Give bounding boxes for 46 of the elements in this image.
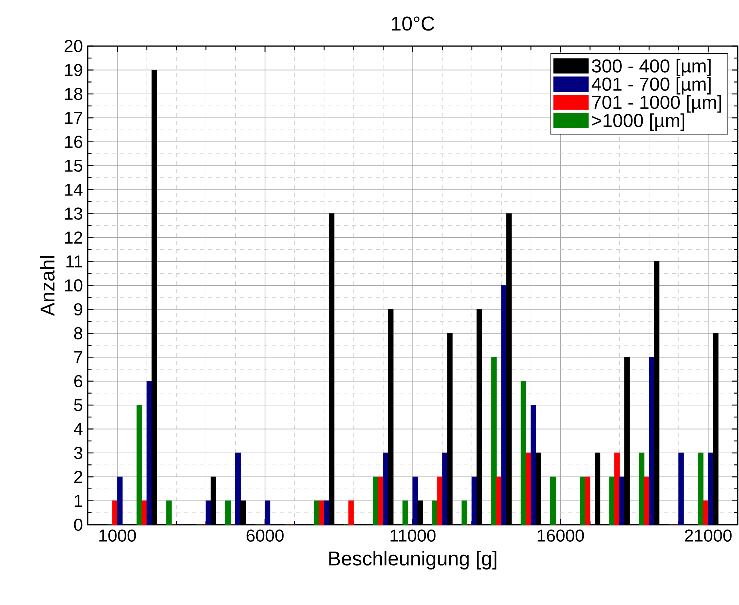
y-tick-label: 17 — [65, 112, 82, 124]
bar — [206, 500, 212, 525]
y-tick-label: 1 — [74, 495, 82, 508]
y-tick-label: 14 — [65, 184, 83, 196]
y-axis-title: Anzahl — [40, 256, 55, 316]
bar — [678, 452, 684, 525]
bar — [620, 476, 626, 525]
y-tick-label: 18 — [65, 88, 83, 100]
y-tick-label: 15 — [65, 160, 83, 172]
bar — [117, 476, 123, 525]
y-tick-label: 12 — [65, 232, 82, 244]
bar — [235, 452, 241, 525]
bar — [501, 285, 507, 525]
y-tick-label: 11 — [66, 256, 82, 268]
y-tick-label: 5 — [74, 399, 83, 412]
y-tick-label: 20 — [64, 40, 83, 52]
bar — [412, 476, 418, 525]
bar — [146, 381, 152, 525]
bar — [649, 357, 655, 525]
bar — [530, 405, 536, 525]
x-tick-label: 16000 — [538, 530, 584, 542]
y-tick-label: 19 — [65, 64, 82, 76]
y-tick-label: 8 — [74, 327, 83, 340]
x-tick-label: 6000 — [246, 530, 284, 542]
x-tick-label: 21000 — [685, 530, 732, 542]
y-tick-label: 16 — [65, 136, 83, 148]
y-tick-label: 13 — [65, 208, 83, 220]
x-tick-label: 1000 — [100, 530, 136, 542]
y-tick-label: 3 — [74, 447, 83, 460]
bar — [265, 500, 271, 525]
x-axis-title: Beschleunigung [g] — [330, 551, 497, 570]
y-tick-label: 0 — [74, 518, 83, 532]
legend-label: 401 - 700 [µm] — [592, 77, 711, 95]
y-tick-label: 2 — [74, 471, 82, 484]
chart-title: 10°C — [392, 16, 435, 31]
y-tick-label: 6 — [74, 375, 83, 388]
y-tick-label: 10 — [65, 280, 83, 292]
y-tick-label: 7 — [74, 351, 82, 364]
x-tick-label: 11000 — [390, 530, 436, 542]
bar — [708, 452, 714, 525]
legend-label: >1000 [µm] — [592, 114, 684, 132]
legend-label: 701 - 1000 [µm] — [592, 95, 722, 113]
bar — [472, 476, 478, 525]
y-tick-label: 4 — [74, 423, 83, 436]
y-tick-label: 9 — [74, 303, 82, 316]
legend-label: 300 - 400 [µm] — [592, 59, 711, 76]
